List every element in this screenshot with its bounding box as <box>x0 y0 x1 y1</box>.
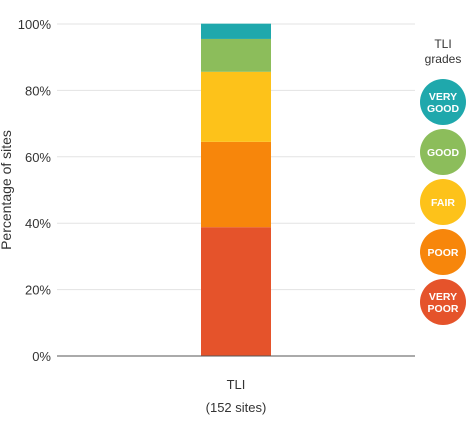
bar-segment-fair <box>201 71 271 142</box>
y-tick-label: 0% <box>32 349 51 364</box>
y-tick-label: 40% <box>25 216 51 231</box>
y-tick-label: 20% <box>25 283 51 298</box>
y-tick-label: 60% <box>25 150 51 165</box>
bar-segments <box>201 23 271 356</box>
category-sublabel: (152 sites) <box>206 400 267 415</box>
legend-label: VERY <box>429 291 457 303</box>
y-tick-label: 80% <box>25 83 51 98</box>
category-label: TLI <box>227 377 246 392</box>
legend-title-line1: TLI <box>434 37 451 51</box>
bar-segment-good <box>201 38 271 72</box>
bar-segment-poor <box>201 141 271 228</box>
y-axis-title: Percentage of sites <box>0 130 14 250</box>
y-tick-labels: 0% 20% 40% 60% 80% 100% <box>18 17 52 364</box>
legend-swatch <box>420 279 466 325</box>
legend-swatch <box>420 229 466 275</box>
legend-swatch <box>420 179 466 225</box>
legend-item-fair: FAIR <box>420 179 466 225</box>
y-tick-label: 100% <box>18 17 52 32</box>
legend-label: GOOD <box>427 103 460 115</box>
legend-label: POOR <box>428 303 459 315</box>
bar-segment-very-good <box>201 23 271 39</box>
legend-label: VERY <box>429 91 457 103</box>
legend-label: FAIR <box>431 197 455 209</box>
bar-segment-very-poor <box>201 227 271 356</box>
legend-title-line2: grades <box>425 52 462 66</box>
legend-item-poor: POOR <box>420 229 466 275</box>
legend-swatch <box>420 79 466 125</box>
legend-label: GOOD <box>427 147 460 159</box>
legend-swatch <box>420 129 466 175</box>
legend-item-good: GOOD <box>420 129 466 175</box>
legend-label: POOR <box>428 247 459 259</box>
